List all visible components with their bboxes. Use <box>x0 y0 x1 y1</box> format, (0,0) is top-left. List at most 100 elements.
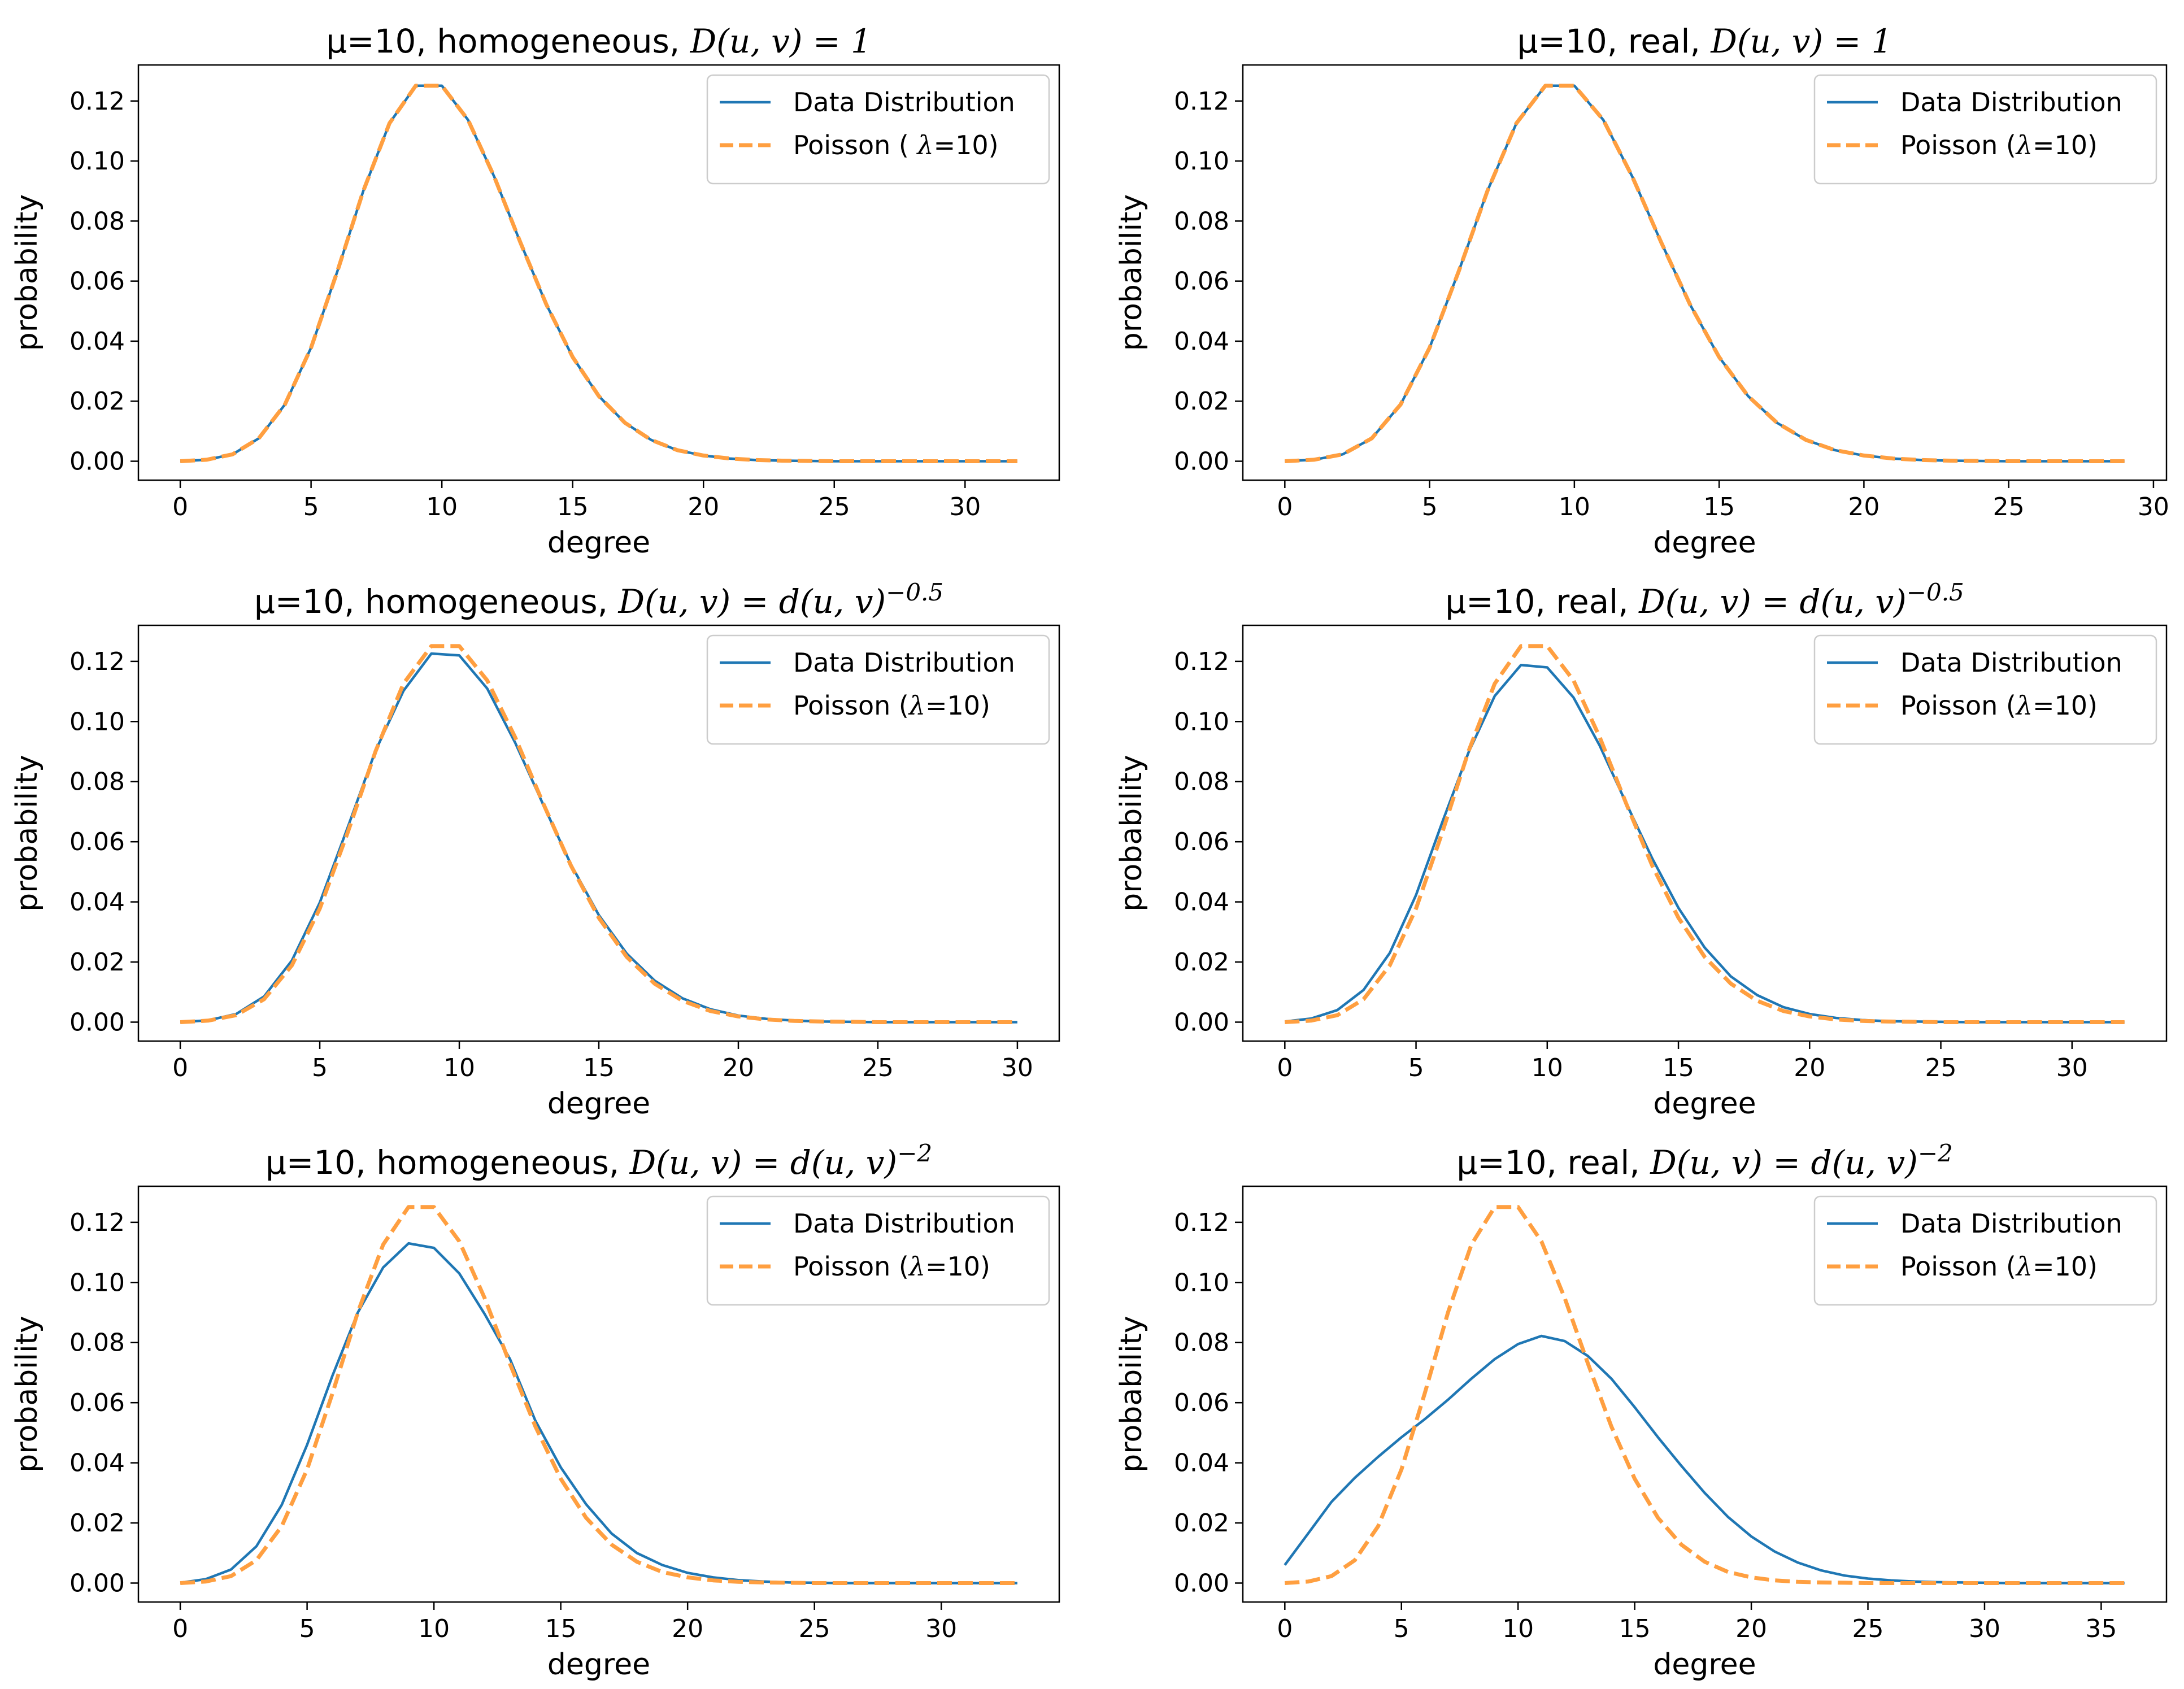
x-tick-label: 35 <box>2085 1614 2117 1643</box>
plot-frame <box>1242 64 2168 481</box>
chart-panel-3: μ=10, homogeneous, D(u, v) = d(u, v)−0.5… <box>10 578 1060 1121</box>
chart-panel-6: μ=10, real, D(u, v) = d(u, v)−2 0.00 0.02 0… <box>1115 1139 2168 1682</box>
y-tick-label: 0.10 <box>1174 147 1229 176</box>
y-tick-label: 0.10 <box>69 707 125 736</box>
series-line-poisson <box>1285 1205 2125 1585</box>
y-tick-label: 0.10 <box>1174 1268 1229 1297</box>
x-tick-label: 30 <box>949 493 981 521</box>
x-tick-label: 20 <box>1735 1614 1767 1643</box>
y-tick-label: 0.10 <box>69 1268 125 1297</box>
y-tick-label: 0.12 <box>1174 647 1229 676</box>
x-tick-label: 20 <box>672 1614 703 1643</box>
legend-label: Data Distribution <box>1900 1208 2122 1239</box>
x-tick-label: 0 <box>172 493 188 521</box>
x-tick-label: 15 <box>557 493 589 521</box>
series-line-poisson <box>180 644 1017 1024</box>
y-tick-label: 0.04 <box>1174 1449 1229 1478</box>
x-tick-label: 0 <box>1277 1614 1293 1643</box>
legend-box <box>1813 74 2157 185</box>
x-tick-label: 0 <box>1277 493 1293 521</box>
x-tick-label: 0 <box>172 1614 188 1643</box>
x-tick-label: 20 <box>688 493 719 521</box>
y-tick-label: 0.08 <box>1174 207 1229 236</box>
y-tick-label: 0.06 <box>1174 1388 1229 1417</box>
plot-frame <box>137 64 1060 481</box>
y-tick-label: 0.10 <box>1174 707 1229 736</box>
x-tick-label: 15 <box>1619 1614 1651 1643</box>
x-tick-label: 30 <box>1969 1614 2000 1643</box>
x-tick-label: 10 <box>1559 493 1590 521</box>
y-axis-label: probability <box>1115 194 1148 351</box>
x-tick-label: 10 <box>418 1614 450 1643</box>
x-tick-label: 25 <box>1993 493 2025 521</box>
y-tick-label: 0.02 <box>1174 948 1229 977</box>
x-tick-label: 5 <box>1422 493 1438 521</box>
y-tick-label: 0.00 <box>1174 1008 1229 1037</box>
y-tick-label: 0.04 <box>69 1449 125 1478</box>
legend-box <box>706 74 1050 185</box>
x-tick-label: 0 <box>1277 1054 1293 1082</box>
x-tick-label: 30 <box>2056 1054 2088 1082</box>
x-tick-label: 10 <box>426 493 458 521</box>
y-axis-label: probability <box>1115 755 1148 911</box>
x-tick-label: 30 <box>1002 1054 1033 1082</box>
plot-frame <box>137 1185 1060 1603</box>
x-tick-label: 15 <box>1703 493 1735 521</box>
x-axis-label: degree <box>547 526 650 560</box>
legend: Data Distribution Poisson (λ=10) <box>706 634 1050 745</box>
chart-title: μ=10, homogeneous, D(u, v) = 1 <box>326 22 872 60</box>
y-axis-label: probability <box>1115 1316 1148 1472</box>
series-line-data <box>1285 663 2125 1024</box>
x-tick-label: 5 <box>303 493 319 521</box>
y-tick-label: 0.06 <box>1174 267 1229 296</box>
x-tick-label: 15 <box>545 1614 577 1643</box>
plot-frame <box>1242 624 2168 1042</box>
y-tick-label: 0.06 <box>69 1388 125 1417</box>
legend-box <box>706 634 1050 745</box>
y-tick-label: 0.12 <box>1174 87 1229 116</box>
y-tick-label: 0.02 <box>69 948 125 977</box>
y-tick-label: 0.06 <box>69 267 125 296</box>
legend: Data Distribution Poisson (λ=10) <box>1813 1195 2157 1306</box>
series-line-poisson <box>180 84 1017 463</box>
legend-label: Poisson ( λ=10) <box>793 130 999 160</box>
x-tick-label: 0 <box>172 1054 188 1082</box>
y-tick-label: 0.04 <box>69 888 125 917</box>
chart-title: μ=10, real, D(u, v) = d(u, v)−0.5 <box>1445 578 1964 621</box>
x-axis-label: degree <box>1653 1648 1756 1682</box>
y-tick-label: 0.06 <box>69 828 125 856</box>
y-tick-label: 0.08 <box>69 207 125 236</box>
x-tick-label: 25 <box>1852 1614 1884 1643</box>
y-axis-label: probability <box>10 1316 44 1472</box>
chart-title: μ=10, real, D(u, v) = d(u, v)−2 <box>1456 1139 1953 1182</box>
x-tick-label: 20 <box>1794 1054 1825 1082</box>
x-tick-label: 10 <box>1532 1054 1563 1082</box>
y-tick-label: 0.12 <box>69 1208 125 1237</box>
x-axis-label: degree <box>1653 526 1756 560</box>
legend: Data Distribution Poisson (λ=10) <box>706 1195 1050 1306</box>
x-tick-label: 5 <box>1394 1614 1409 1643</box>
series-line-poisson <box>1285 84 2125 463</box>
legend-label: Poisson (λ=10) <box>1900 130 2098 160</box>
legend-label: Data Distribution <box>1900 87 2122 117</box>
y-tick-label: 0.08 <box>69 768 125 796</box>
x-tick-label: 15 <box>1663 1054 1694 1082</box>
x-tick-label: 15 <box>583 1054 615 1082</box>
legend-label: Poisson (λ=10) <box>793 1251 990 1282</box>
x-tick-label: 25 <box>819 493 850 521</box>
y-tick-label: 0.08 <box>1174 1329 1229 1357</box>
y-tick-label: 0.04 <box>69 327 125 356</box>
x-tick-label: 25 <box>799 1614 830 1643</box>
x-tick-label: 25 <box>1925 1054 1957 1082</box>
y-tick-label: 0.00 <box>1174 447 1229 476</box>
x-tick-label: 5 <box>312 1054 328 1082</box>
y-tick-label: 0.02 <box>69 1509 125 1538</box>
y-tick-label: 0.12 <box>69 647 125 676</box>
y-tick-label: 0.12 <box>1174 1208 1229 1237</box>
series-line-poisson <box>1285 644 2125 1024</box>
plot-frame <box>137 624 1060 1042</box>
chart-panel-5: μ=10, homogeneous, D(u, v) = d(u, v)−2 0.… <box>10 1139 1060 1682</box>
y-tick-label: 0.02 <box>69 387 125 416</box>
x-tick-label: 20 <box>723 1054 754 1082</box>
